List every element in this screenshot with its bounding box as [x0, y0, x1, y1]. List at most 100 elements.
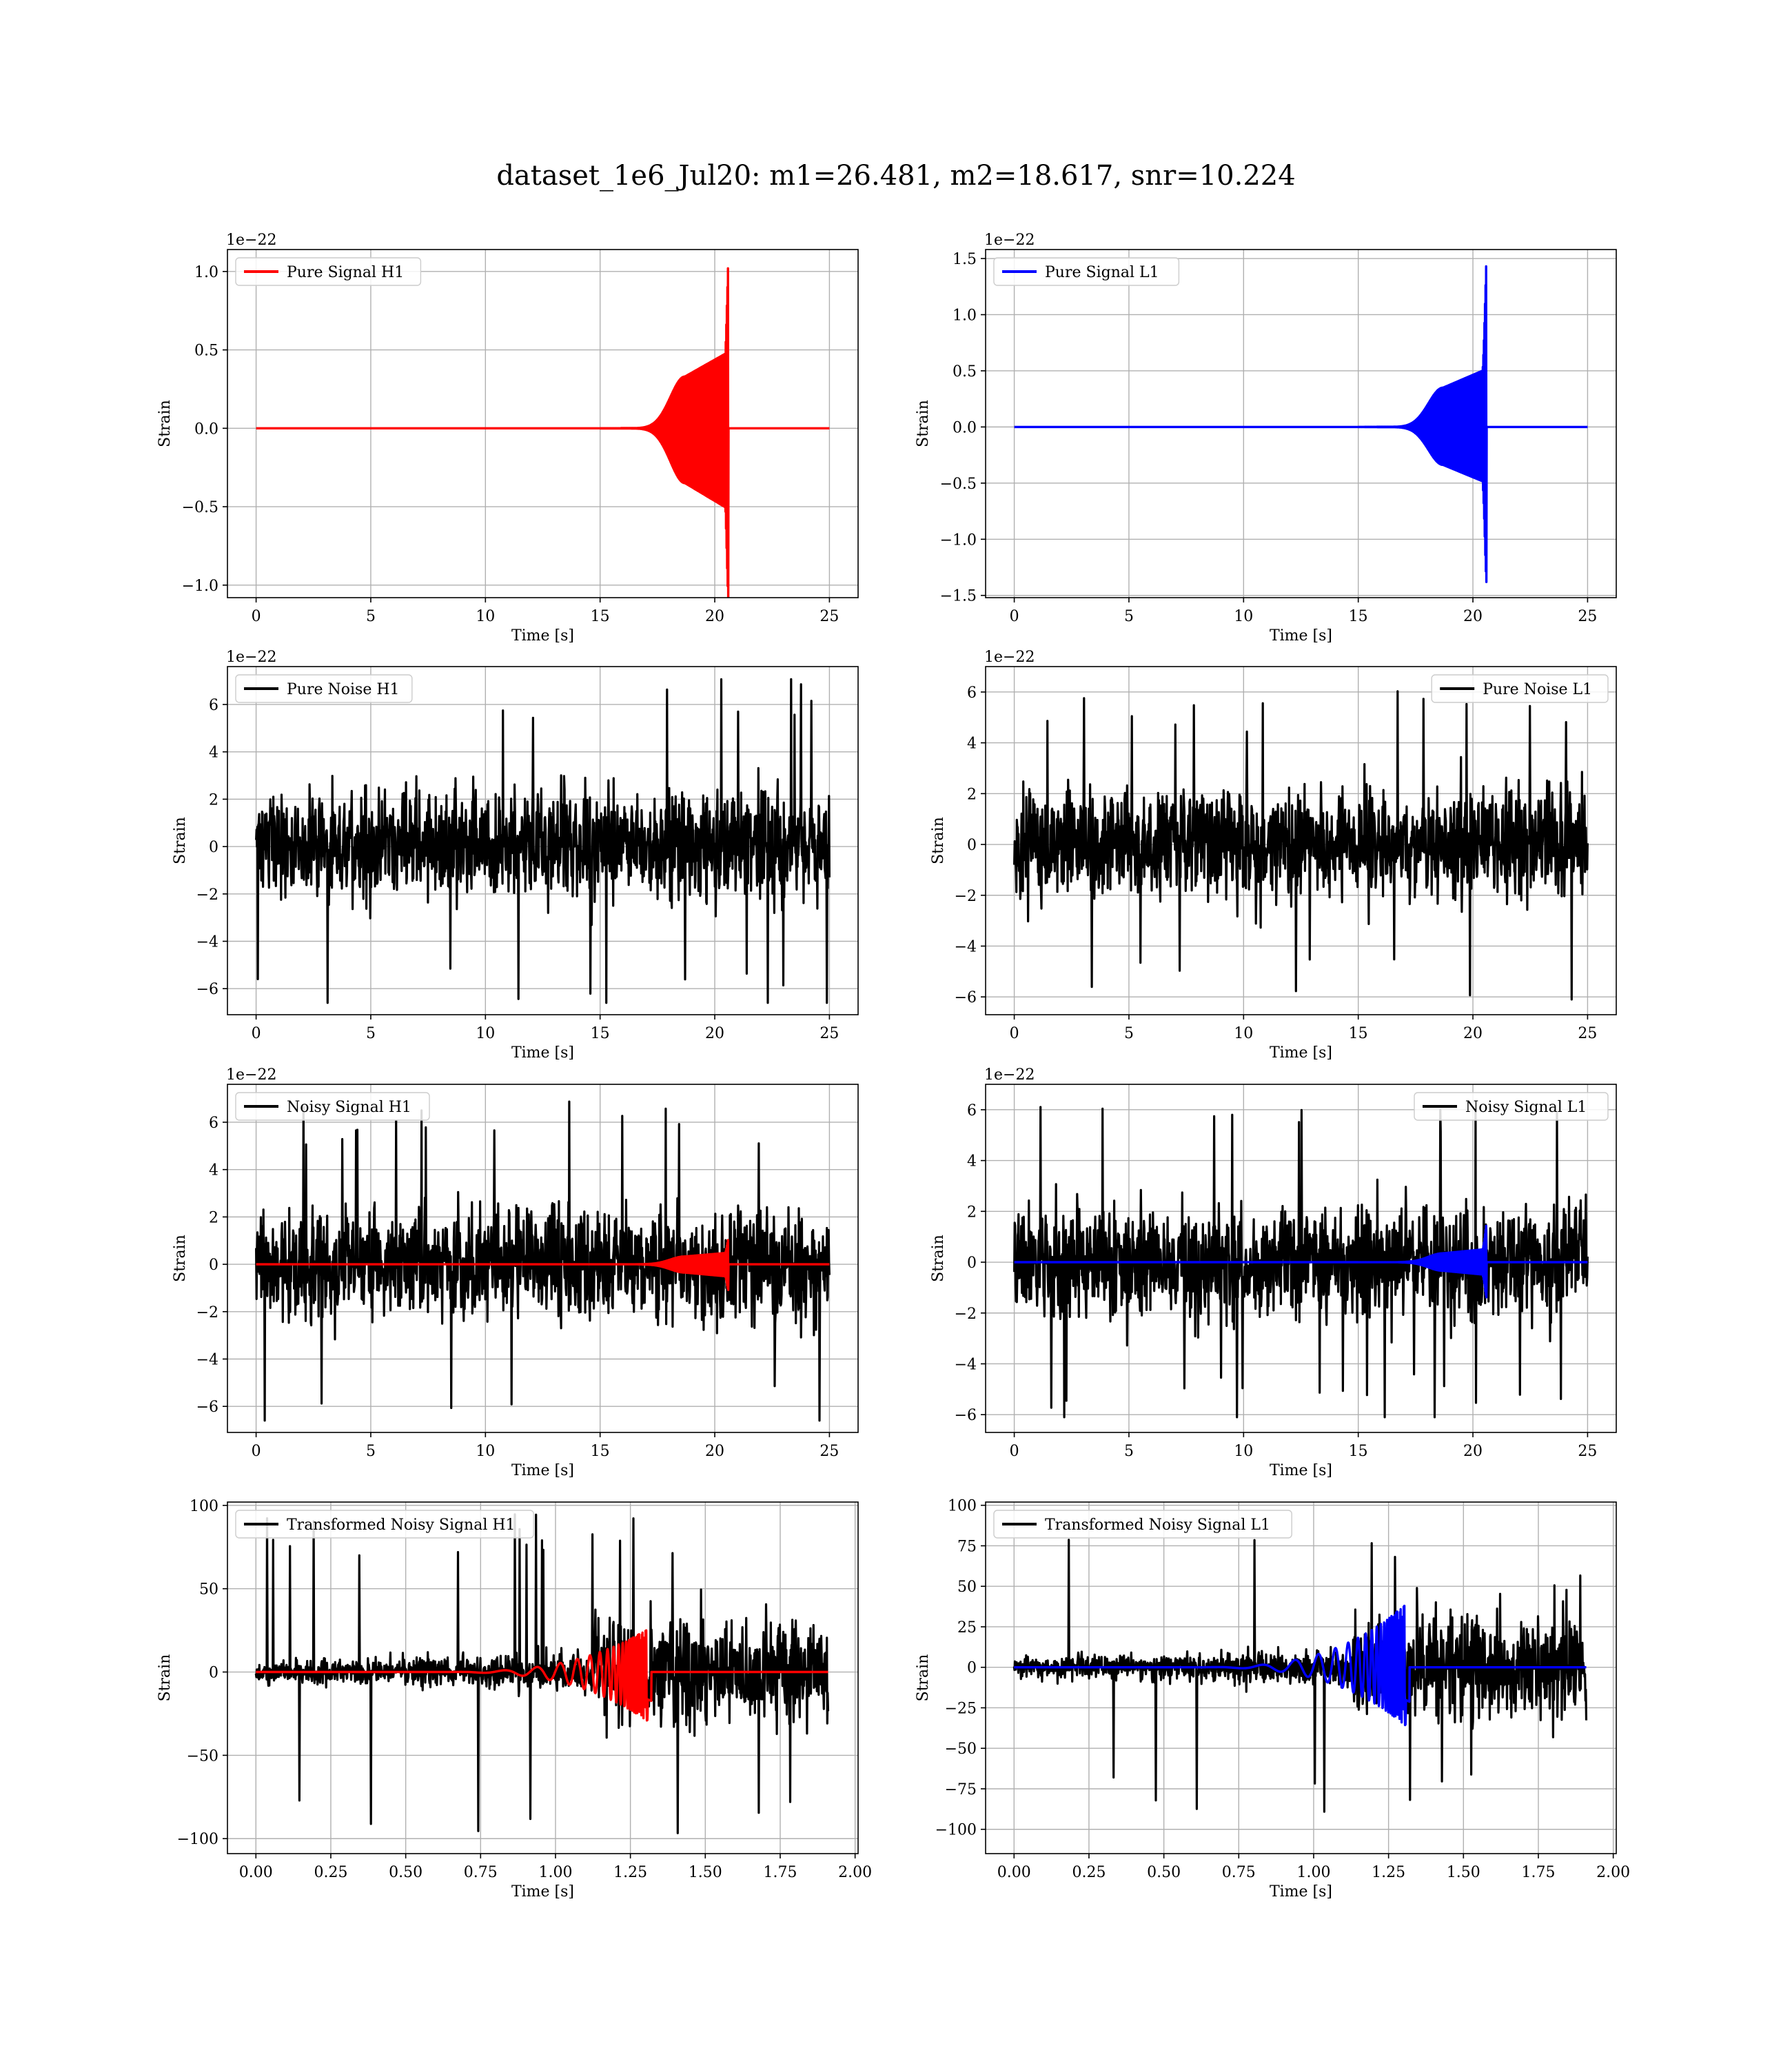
axes-frame	[227, 1084, 859, 1433]
plot-area	[1013, 690, 1589, 1001]
legend-box	[235, 257, 422, 286]
y-tick-label: 100	[948, 1498, 977, 1515]
axes-frame	[985, 1084, 1617, 1433]
legend-box	[235, 674, 413, 703]
x-tick-label: 10	[476, 1443, 495, 1460]
y-axis-label: Strain	[156, 400, 174, 447]
y-axis-label: Strain	[930, 817, 947, 864]
y-tick-label: −100	[935, 1822, 977, 1839]
series-line-noisy-signal-l1	[1013, 1106, 1589, 1419]
x-tick-label: 15	[1349, 1443, 1368, 1460]
legend-box	[993, 257, 1180, 286]
legend-label: Noisy Signal L1	[1465, 1099, 1587, 1116]
series-line-overlay	[254, 1629, 829, 1722]
x-axis-label: Time [s]	[511, 1044, 574, 1062]
x-tick-label: 10	[476, 1025, 495, 1042]
series-line-pure-noise-l1	[1013, 690, 1589, 1001]
y-axis-label: Strain	[172, 817, 189, 864]
x-tick-label: 0	[252, 608, 261, 625]
plot-area	[1012, 1539, 1588, 1813]
y-tick-label: 6	[209, 1115, 218, 1132]
y-tick-label: −6	[955, 989, 977, 1006]
y-tick-label: 1.0	[953, 307, 977, 324]
figure-title: dataset_1e6_Jul20: m1=26.481, m2=18.617,…	[496, 160, 1295, 192]
x-tick-label: 20	[1463, 1443, 1483, 1460]
plot-area	[255, 1100, 831, 1422]
y-tick-label: −2	[955, 1306, 977, 1323]
x-tick-label: 0.00	[239, 1864, 273, 1881]
axes-frame	[227, 1501, 859, 1854]
axis-offset-text: 1e−22	[226, 232, 276, 249]
x-axis-label: Time [s]	[1270, 1883, 1332, 1900]
x-tick-label: 5	[366, 1025, 376, 1042]
x-tick-label: 2.00	[1596, 1864, 1630, 1881]
x-tick-label: 0.00	[997, 1864, 1031, 1881]
series-line-overlay	[255, 1239, 831, 1291]
series-line-overlay	[1012, 1604, 1587, 1727]
y-tick-label: 0	[967, 837, 977, 854]
y-tick-label: 0	[967, 1660, 977, 1677]
plot-area	[254, 1513, 830, 1834]
y-axis-label: Strain	[156, 1654, 174, 1702]
plot-area	[255, 267, 831, 598]
x-tick-label: 25	[819, 1025, 839, 1042]
y-tick-label: 6	[967, 1102, 977, 1119]
y-tick-label: 0.0	[194, 420, 218, 438]
axes-frame	[985, 666, 1617, 1015]
legend-label: Pure Signal H1	[287, 264, 404, 281]
legend-label: Pure Signal L1	[1045, 264, 1159, 281]
y-tick-label: 6	[967, 685, 977, 702]
x-tick-label: 20	[705, 1025, 724, 1042]
x-tick-label: 0.50	[389, 1864, 422, 1881]
legend: Pure Noise H1	[235, 674, 413, 703]
y-tick-label: −1.5	[940, 588, 977, 605]
x-tick-label: 0.50	[1147, 1864, 1181, 1881]
axes-frame	[227, 666, 859, 1015]
axis-offset-text: 1e−22	[226, 649, 276, 666]
legend: Pure Signal H1	[235, 257, 422, 286]
y-tick-label: −100	[177, 1831, 218, 1848]
y-tick-label: −50	[187, 1747, 218, 1765]
x-tick-label: 10	[1234, 1025, 1253, 1042]
axis-offset-text: 1e−22	[984, 1066, 1035, 1084]
legend-label: Pure Noise L1	[1483, 681, 1592, 698]
legend-label: Transformed Noisy Signal H1	[287, 1517, 516, 1534]
x-axis-label: Time [s]	[511, 1883, 574, 1900]
x-tick-label: 0	[1010, 608, 1019, 625]
x-tick-label: 2.00	[838, 1864, 872, 1881]
legend-box	[235, 1510, 534, 1539]
y-tick-label: −1.0	[182, 578, 218, 595]
x-tick-label: 1.50	[689, 1864, 722, 1881]
y-tick-label: −4	[196, 1352, 218, 1369]
y-tick-label: 2	[209, 791, 218, 809]
x-tick-label: 10	[476, 608, 495, 625]
legend-label: Transformed Noisy Signal L1	[1045, 1517, 1270, 1534]
y-tick-label: −1.0	[940, 531, 977, 549]
y-tick-label: 0.5	[953, 363, 977, 381]
x-tick-label: 0	[1010, 1443, 1019, 1460]
y-tick-label: 75	[957, 1538, 977, 1555]
x-axis-label: Time [s]	[511, 627, 574, 645]
x-tick-label: 25	[819, 1443, 839, 1460]
y-tick-label: 4	[209, 1162, 218, 1179]
y-tick-label: 0	[209, 1665, 218, 1682]
y-tick-label: −6	[196, 981, 218, 998]
x-tick-label: 5	[1124, 1025, 1134, 1042]
x-tick-label: 15	[591, 608, 610, 625]
x-tick-label: 1.75	[1521, 1864, 1555, 1881]
y-axis-label: Strain	[930, 1235, 947, 1282]
series-line-pure-noise-h1	[255, 678, 831, 1004]
x-tick-label: 20	[705, 1443, 724, 1460]
y-axis-label: Strain	[172, 1235, 189, 1282]
y-tick-label: 4	[967, 736, 977, 753]
x-axis-label: Time [s]	[1270, 1044, 1332, 1062]
x-tick-label: 25	[1578, 1443, 1597, 1460]
series-line-pure-signal-h1	[255, 267, 831, 598]
x-tick-label: 0	[1010, 1025, 1019, 1042]
series-line-pure-signal-l1	[1013, 265, 1589, 583]
subplot-noisy-signal-l1: 0 5 10 15 20 25 −6 −4 −2 0 2 4 6 Time [s] Strain 1e−22 N…	[930, 1066, 1617, 1479]
x-tick-label: 0.25	[1072, 1864, 1106, 1881]
